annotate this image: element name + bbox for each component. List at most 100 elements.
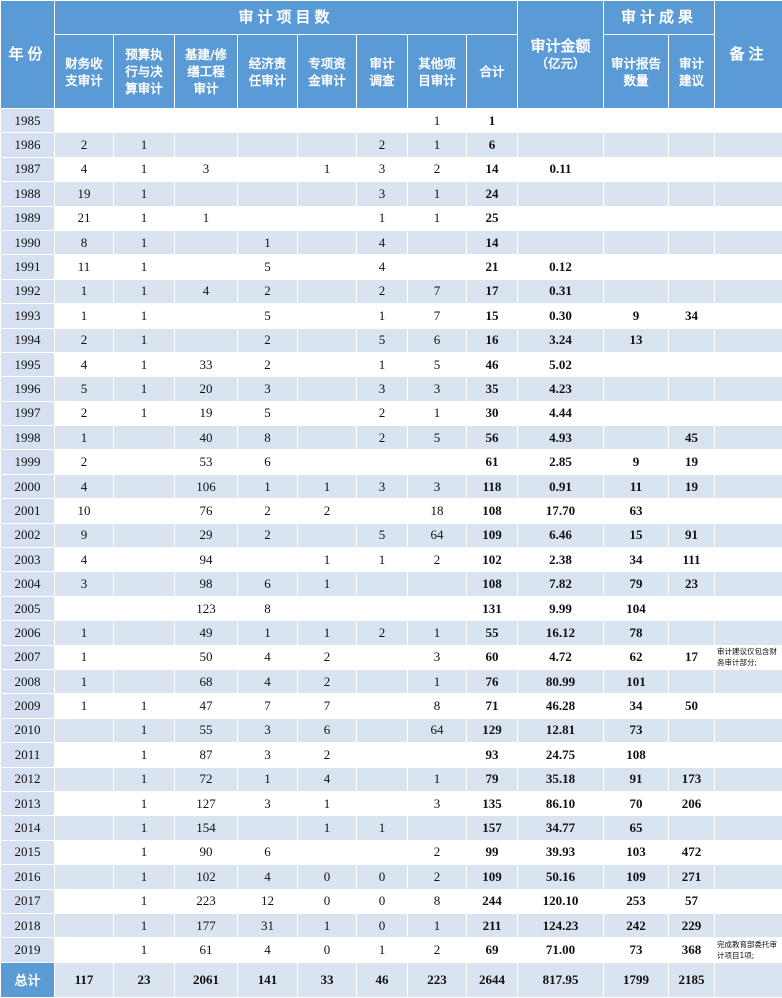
cell: 34 [604,694,669,718]
cell: 76 [467,669,518,693]
note-cell [715,109,782,133]
cell: 69 [467,938,518,962]
year-cell: 2015 [1,840,55,864]
cell [604,255,669,279]
cell [669,377,715,401]
year-cell: 2013 [1,791,55,815]
cell [604,109,669,133]
cell: 34.77 [518,816,604,840]
cell [357,669,408,693]
cell: 2 [408,840,467,864]
cell: 1 [55,621,114,645]
cell: 5 [408,352,467,376]
cell: 1 [114,401,175,425]
cell: 3 [238,791,298,815]
cell [298,230,357,254]
cell: 19 [175,401,238,425]
cell: 1 [408,767,467,791]
note-cell [715,669,782,693]
cell: 2061 [175,962,238,997]
cell: 8 [238,596,298,620]
cell: 4 [55,548,114,572]
cell: 94 [175,548,238,572]
cell [55,743,114,767]
cell: 6 [238,450,298,474]
cell: 141 [238,962,298,997]
year-cell: 2005 [1,596,55,620]
cell: 76 [175,499,238,523]
cell: 206 [669,791,715,815]
note-cell [715,962,782,997]
cell: 4.44 [518,401,604,425]
cell [298,206,357,230]
note-cell [715,352,782,376]
cell [175,328,238,352]
cell [357,840,408,864]
note-cell [715,596,782,620]
cell: 108 [467,572,518,596]
cell [298,182,357,206]
cell: 1 [114,694,175,718]
cell: 2 [408,548,467,572]
cell: 9 [604,304,669,328]
cell: 1 [55,645,114,669]
cell: 2 [408,157,467,181]
year-cell: 1991 [1,255,55,279]
cell: 13 [604,328,669,352]
cell: 71.00 [518,938,604,962]
cell [408,450,467,474]
cell: 5.02 [518,352,604,376]
cell: 1 [298,548,357,572]
cell: 3 [175,157,238,181]
cell: 29 [175,523,238,547]
cell: 4.93 [518,426,604,450]
cell: 10 [55,499,114,523]
year-cell: 2007 [1,645,55,669]
cell: 90 [175,840,238,864]
cell [298,840,357,864]
cell [518,109,604,133]
cell: 1 [357,304,408,328]
cell [669,230,715,254]
cell: 31 [238,913,298,937]
cell [55,109,114,133]
cell: 3 [408,645,467,669]
year-cell: 1998 [1,426,55,450]
cell [669,328,715,352]
cell: 0 [298,865,357,889]
cell [175,304,238,328]
cell: 2 [55,328,114,352]
cell: 1 [55,279,114,303]
cell [604,352,669,376]
cell: 16 [467,328,518,352]
cell: 173 [669,767,715,791]
cell [408,596,467,620]
cell: 6 [467,133,518,157]
cell [298,450,357,474]
cell: 78 [604,621,669,645]
cell: 368 [669,938,715,962]
cell: 1 [238,621,298,645]
year-cell: 2014 [1,816,55,840]
cell: 12.81 [518,718,604,742]
cell: 108 [604,743,669,767]
cell [604,157,669,181]
cell: 1 [408,133,467,157]
cell: 72 [175,767,238,791]
cell: 61 [175,938,238,962]
cell [55,718,114,742]
cell [518,230,604,254]
col-header: 经济责 任审计 [238,35,298,109]
cell [55,596,114,620]
cell: 135 [467,791,518,815]
cell: 2 [357,401,408,425]
cell: 0.30 [518,304,604,328]
cell: 2 [238,279,298,303]
year-cell: 2017 [1,889,55,913]
year-cell: 1994 [1,328,55,352]
cell: 4 [357,255,408,279]
